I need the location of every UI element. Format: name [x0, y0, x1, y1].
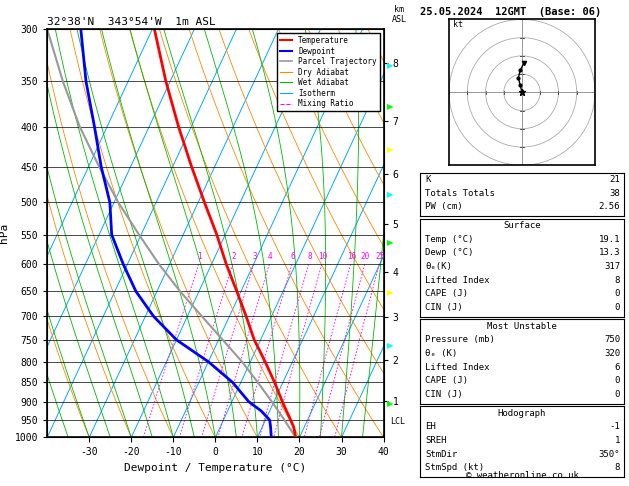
Text: Most Unstable: Most Unstable	[487, 322, 557, 331]
Text: Lifted Index: Lifted Index	[425, 363, 489, 372]
Text: 25.05.2024  12GMT  (Base: 06): 25.05.2024 12GMT (Base: 06)	[420, 7, 601, 17]
Y-axis label: hPa: hPa	[0, 223, 9, 243]
Text: ▶: ▶	[387, 191, 393, 199]
Text: 8: 8	[307, 252, 312, 261]
Text: 38: 38	[610, 189, 620, 198]
Text: Pressure (mb): Pressure (mb)	[425, 335, 495, 345]
Text: 6: 6	[291, 252, 295, 261]
Text: ▶: ▶	[387, 288, 393, 297]
Text: θₑ(K): θₑ(K)	[425, 262, 452, 271]
Text: 32°38'N  343°54'W  1m ASL: 32°38'N 343°54'W 1m ASL	[47, 17, 216, 27]
Text: Totals Totals: Totals Totals	[425, 189, 495, 198]
Text: 20: 20	[361, 252, 370, 261]
Text: LCL: LCL	[390, 417, 405, 426]
Text: ▶: ▶	[387, 61, 393, 70]
Text: km
ASL: km ASL	[392, 5, 407, 24]
Text: ▶: ▶	[387, 238, 393, 247]
Text: Temp (°C): Temp (°C)	[425, 235, 474, 244]
Text: 0: 0	[615, 289, 620, 298]
Text: StmDir: StmDir	[425, 450, 457, 459]
Text: Surface: Surface	[503, 221, 541, 230]
Text: CIN (J): CIN (J)	[425, 303, 463, 312]
Text: 3: 3	[252, 252, 257, 261]
Text: 320: 320	[604, 349, 620, 358]
Text: θₑ (K): θₑ (K)	[425, 349, 457, 358]
Text: EH: EH	[425, 422, 436, 432]
Text: 4: 4	[268, 252, 272, 261]
Text: 25: 25	[376, 252, 384, 261]
Text: PW (cm): PW (cm)	[425, 202, 463, 211]
Text: 0: 0	[615, 390, 620, 399]
Text: 8: 8	[615, 463, 620, 472]
Text: 19.1: 19.1	[599, 235, 620, 244]
Text: ▶: ▶	[387, 399, 393, 408]
Text: 21: 21	[610, 175, 620, 184]
Text: ▶: ▶	[387, 103, 393, 111]
Text: 16: 16	[347, 252, 356, 261]
X-axis label: Dewpoint / Temperature (°C): Dewpoint / Temperature (°C)	[125, 463, 306, 473]
Text: Dewp (°C): Dewp (°C)	[425, 248, 474, 258]
Text: 13.3: 13.3	[599, 248, 620, 258]
Text: StmSpd (kt): StmSpd (kt)	[425, 463, 484, 472]
Legend: Temperature, Dewpoint, Parcel Trajectory, Dry Adiabat, Wet Adiabat, Isotherm, Mi: Temperature, Dewpoint, Parcel Trajectory…	[277, 33, 380, 111]
Text: © weatheronline.co.uk: © weatheronline.co.uk	[465, 471, 579, 480]
Text: ▶: ▶	[387, 342, 393, 350]
Text: 317: 317	[604, 262, 620, 271]
Text: Lifted Index: Lifted Index	[425, 276, 489, 285]
Text: CAPE (J): CAPE (J)	[425, 289, 468, 298]
Text: CAPE (J): CAPE (J)	[425, 376, 468, 385]
Text: Hodograph: Hodograph	[498, 409, 546, 418]
Text: 1: 1	[198, 252, 202, 261]
Text: ▶: ▶	[387, 145, 393, 154]
Text: 1: 1	[615, 436, 620, 445]
Text: SREH: SREH	[425, 436, 447, 445]
Text: 2: 2	[231, 252, 236, 261]
Text: 0: 0	[615, 303, 620, 312]
Text: K: K	[425, 175, 430, 184]
Text: 8: 8	[615, 276, 620, 285]
Text: kt: kt	[453, 20, 463, 29]
Text: CIN (J): CIN (J)	[425, 390, 463, 399]
Text: 0: 0	[615, 376, 620, 385]
Text: 2.56: 2.56	[599, 202, 620, 211]
Text: 10: 10	[318, 252, 327, 261]
Text: 350°: 350°	[599, 450, 620, 459]
Text: 750: 750	[604, 335, 620, 345]
Text: 6: 6	[615, 363, 620, 372]
Text: -1: -1	[610, 422, 620, 432]
